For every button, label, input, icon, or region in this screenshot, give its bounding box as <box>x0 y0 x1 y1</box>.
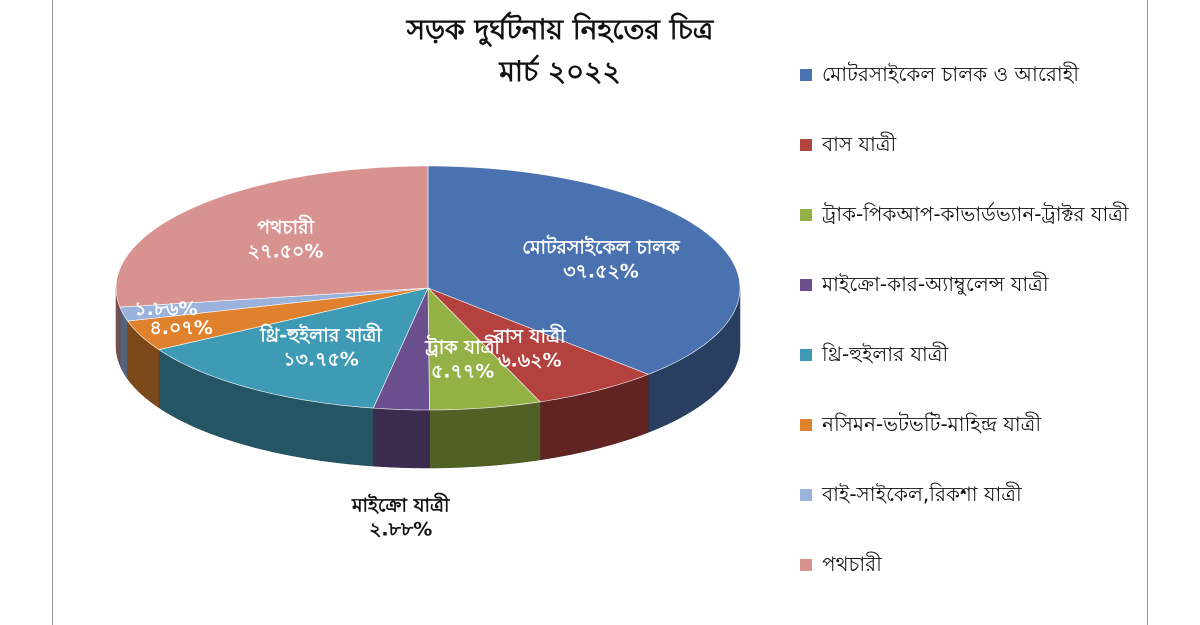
slice-name: পথচারী <box>257 216 315 239</box>
legend-swatch <box>800 139 812 151</box>
legend-label: নসিমন-ভটভটি-মাহিন্দ্র যাত্রী <box>822 412 1042 436</box>
value-label: ২৭.৫০% <box>247 240 324 263</box>
legend: মোটরসাইকেল চালক ও আরোহী বাস যাত্রী ট্রাক-প… <box>800 60 1140 620</box>
value-label: ১.৮৬% <box>134 298 198 321</box>
value-label: ৪.০৭% <box>149 317 213 340</box>
pie-slice <box>372 287 430 411</box>
value-label: ১৩.৭৫% <box>283 348 359 371</box>
legend-label: মাইক্রো-কার-অ্যাম্বুলেন্স যাত্রী <box>822 272 1049 296</box>
data-label: বাস যাত্রী ৬.৬২% <box>435 326 625 374</box>
pie-slice <box>115 165 429 308</box>
slice-name: মাইক্রো যাত্রী <box>351 494 450 517</box>
pie-slice <box>427 287 650 403</box>
legend-label: বাই-সাইকেল,রিকশা যাত্রী <box>822 482 1022 506</box>
chart-subtitle: মার্চ ২০২২ <box>499 55 621 88</box>
legend-item: পথচারী <box>800 550 1140 620</box>
legend-item: মোটরসাইকেল চালক ও আরোহী <box>800 60 1140 130</box>
legend-swatch <box>800 349 812 361</box>
slice-name: থ্রি-হুইলার যাত্রী <box>260 324 382 347</box>
chart-title: সড়ক দুর্ঘটনায় নিহতের চিত্র <box>406 13 714 46</box>
data-label: পথচারী ২৭.৫০% <box>191 217 381 265</box>
data-label: মোটরসাইকেল চালক ৩৭.৫২% <box>506 236 696 284</box>
legend-item: নসিমন-ভটভটি-মাহিন্দ্র যাত্রী <box>800 410 1140 480</box>
slice-name: ট্রাক যাত্রী <box>425 336 500 359</box>
chart-frame <box>52 0 1148 625</box>
legend-swatch <box>800 559 812 571</box>
legend-item: বাস যাত্রী <box>800 130 1140 200</box>
value-label: ২.৮৮% <box>369 517 433 540</box>
legend-swatch <box>800 69 812 81</box>
legend-label: পথচারী <box>822 552 882 576</box>
legend-item: থ্রি-হুইলার যাত্রী <box>800 340 1140 410</box>
slice-name: মোটরসাইকেল চালক <box>522 236 680 259</box>
value-label: ৬.৬২% <box>498 349 562 372</box>
pie-slice <box>427 165 741 375</box>
data-label: ৪.০৭% <box>136 317 226 341</box>
legend-item: মাইক্রো-কার-অ্যাম্বুলেন্স যাত্রী <box>800 270 1140 340</box>
legend-item: বাই-সাইকেল,রিকশা যাত্রী <box>800 480 1140 550</box>
pie-slice <box>427 287 541 411</box>
legend-label: থ্রি-হুইলার যাত্রী <box>822 342 949 366</box>
slice-name: বাস যাত্রী <box>494 325 566 348</box>
pie-slice <box>119 287 429 322</box>
legend-label: বাস যাত্রী <box>822 132 897 156</box>
slice-side <box>373 407 430 469</box>
slice-side <box>429 401 541 469</box>
value-label: ৫.৭৭% <box>430 359 495 382</box>
data-label: মাইক্রো যাত্রী ২.৮৮% <box>306 494 496 542</box>
legend-label: ট্রাক-পিকআপ-কাভার্ডভ্যান-ট্রাক্টর যাত্রী <box>822 202 1129 226</box>
legend-swatch <box>800 489 812 501</box>
legend-item: ট্রাক-পিকআপ-কাভার্ডভ্যান-ট্রাক্টর যাত্রী <box>800 200 1140 270</box>
legend-swatch <box>800 419 812 431</box>
pie-slice <box>127 287 429 351</box>
value-label: ৩৭.৫২% <box>563 260 639 283</box>
data-label: থ্রি-হুইলার যাত্রী ১৩.৭৫% <box>226 324 416 372</box>
legend-swatch <box>800 209 812 221</box>
legend-swatch <box>800 279 812 291</box>
pie-slice <box>158 287 429 409</box>
legend-label: মোটরসাইকেল চালক ও আরোহী <box>822 62 1079 86</box>
data-label: ১.৮৬% <box>121 299 211 323</box>
data-label: ট্রাক যাত্রী ৫.৭৭% <box>368 336 558 384</box>
